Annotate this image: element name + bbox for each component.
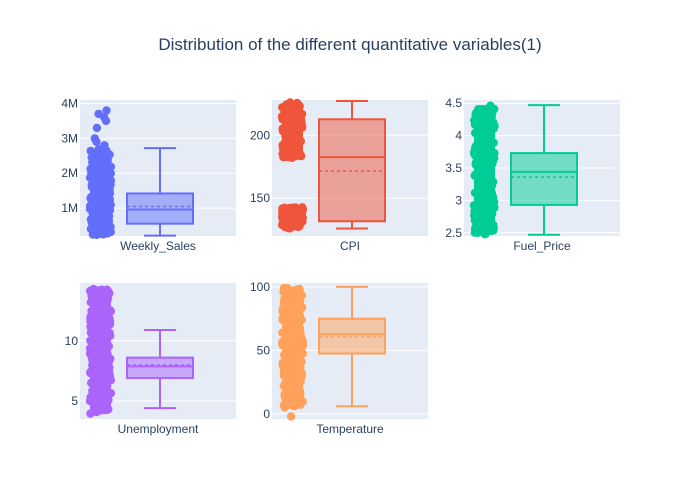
box-fuel-price [510, 104, 578, 236]
box-iqr [510, 152, 578, 206]
subplot-temperature: 0 50 100 Temperature [250, 280, 428, 436]
chart-title: Distribution of the different quantitati… [158, 35, 541, 54]
outlier-point [100, 141, 109, 150]
box-unemployment [126, 328, 194, 410]
y-tick-label: 5 [71, 394, 78, 408]
y-tick-label: 0 [263, 407, 270, 421]
y-tick-label: 2.5 [445, 226, 462, 240]
outlier-point [94, 109, 103, 119]
x-category-label: CPI [340, 239, 360, 253]
point-band [90, 289, 111, 415]
subplot-weekly-sales: 1M 2M 3M 4M Weekly_Sales [61, 96, 236, 253]
y-tick-label: 100 [250, 280, 270, 294]
point-band [474, 105, 495, 235]
y-tick-label: 10 [65, 334, 79, 348]
y-tick-label: 4.5 [445, 96, 462, 110]
y-tick-label: 150 [250, 191, 270, 205]
subplot-cpi: 150 200 CPI [250, 98, 428, 253]
outlier-point [102, 106, 111, 115]
outlier-point [286, 412, 296, 421]
outlier-point [90, 134, 100, 143]
outlier-point [92, 123, 102, 133]
y-tick-label: 200 [250, 128, 270, 142]
subplot-unemployment: 5 10 Unemployment [65, 283, 236, 436]
box-iqr [318, 118, 386, 223]
y-tick-label: 4 [455, 129, 462, 143]
x-category-label: Unemployment [118, 422, 199, 436]
y-tick-label: 4M [61, 96, 78, 110]
points-temperature [278, 283, 308, 421]
point-band [90, 148, 111, 236]
y-tick-label: 3M [61, 131, 78, 145]
y-tick-label: 3.5 [445, 161, 462, 175]
y-tick-label: 1M [61, 201, 78, 215]
points-unemployment [85, 284, 116, 418]
box-temperature [318, 285, 386, 408]
y-tick-label: 50 [257, 343, 271, 357]
x-category-label: Temperature [316, 422, 384, 436]
point-band [282, 286, 303, 408]
x-category-label: Weekly_Sales [120, 239, 196, 253]
point-band [282, 101, 303, 158]
y-tick-label: 2M [61, 166, 78, 180]
box-weekly-sales [126, 147, 194, 237]
box-iqr [126, 356, 194, 380]
x-category-label: Fuel_Price [513, 239, 571, 253]
box-cpi [318, 100, 386, 230]
points-fuel-price [469, 101, 499, 239]
subplot-fuel-price: 2.5 3 3.5 4 4.5 Fuel_Price [445, 96, 620, 253]
points-cpi [277, 98, 308, 233]
point-band [282, 207, 303, 229]
y-tick-label: 3 [455, 193, 462, 207]
points-weekly-sales [85, 106, 116, 240]
